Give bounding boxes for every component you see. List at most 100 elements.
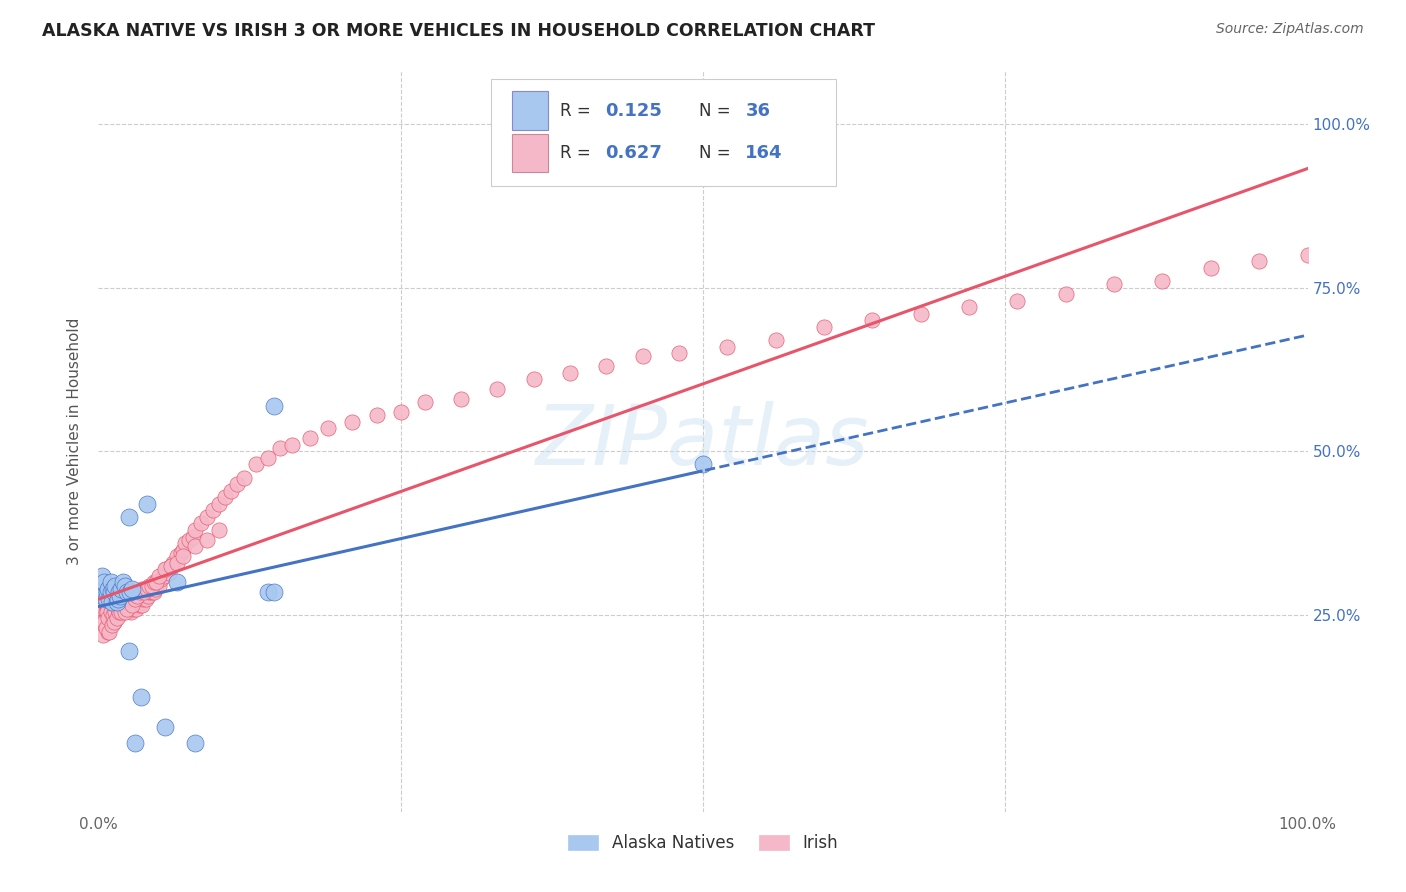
Point [104,608,127,623]
Point [114,605,136,619]
Point [115,599,138,613]
Point [97,601,120,615]
Point [105,585,128,599]
Point [118,591,141,606]
Point [103,585,125,599]
Point [122,591,145,606]
Point [101,608,124,623]
Point [110,582,132,596]
Point [96,605,118,619]
Point [135,591,157,606]
Point [98,591,121,606]
Point [94,605,117,619]
Point [91,615,114,629]
Point [172,542,194,557]
Point [1199,260,1222,275]
Point [184,736,207,750]
FancyBboxPatch shape [492,78,837,186]
Point [124,591,146,606]
Point [97,611,120,625]
Point [112,599,135,613]
Point [195,509,218,524]
Point [110,595,132,609]
Point [100,611,122,625]
Point [90,579,112,593]
Point [96,615,118,629]
Point [214,490,236,504]
Point [184,540,207,554]
Point [813,319,835,334]
Point [174,536,197,550]
Point [100,595,122,609]
Point [93,595,115,609]
Point [316,421,339,435]
Point [150,572,173,586]
Point [101,591,124,606]
Point [103,615,125,629]
Point [558,366,581,380]
Point [100,601,122,615]
Point [124,591,146,606]
Point [114,579,136,593]
Point [96,599,118,613]
Point [153,720,176,734]
Point [125,591,148,606]
Point [121,582,143,596]
Point [221,483,243,498]
Point [107,591,129,606]
Text: ALASKA NATIVE VS IRISH 3 OR MORE VEHICLES IN HOUSEHOLD CORRELATION CHART: ALASKA NATIVE VS IRISH 3 OR MORE VEHICLE… [42,22,875,40]
Text: 164: 164 [745,144,783,161]
Point [105,595,128,609]
Point [716,339,738,353]
Point [145,579,167,593]
Point [98,618,121,632]
FancyBboxPatch shape [512,134,548,172]
Point [127,595,149,609]
Point [155,562,177,576]
Point [101,605,124,619]
Point [127,589,149,603]
Point [263,585,285,599]
Point [692,458,714,472]
Point [91,601,114,615]
Point [118,591,141,606]
Point [138,579,160,593]
Point [97,582,120,596]
Point [139,582,162,596]
Point [91,569,114,583]
Point [128,599,150,613]
Legend: Alaska Natives, Irish: Alaska Natives, Irish [561,828,845,859]
Point [129,595,152,609]
Point [98,595,121,609]
Text: R =: R = [561,102,596,120]
Point [108,589,131,603]
Point [108,599,131,613]
Point [105,605,128,619]
Point [143,585,166,599]
Point [110,605,132,619]
Point [135,497,157,511]
Point [134,589,156,603]
Point [141,579,163,593]
Point [148,579,170,593]
Point [256,585,278,599]
Point [668,346,690,360]
Point [153,562,176,576]
Point [450,392,472,406]
Point [136,589,159,603]
Point [269,441,291,455]
FancyBboxPatch shape [512,91,548,130]
Point [112,591,135,606]
Point [190,516,212,531]
Point [100,589,122,603]
Text: 36: 36 [745,102,770,120]
Point [108,585,131,599]
Y-axis label: 3 or more Vehicles in Household: 3 or more Vehicles in Household [67,318,83,566]
Point [124,599,146,613]
Point [142,579,165,593]
Point [366,409,388,423]
Point [128,585,150,599]
Point [860,313,883,327]
Point [121,585,143,599]
Point [107,601,129,615]
